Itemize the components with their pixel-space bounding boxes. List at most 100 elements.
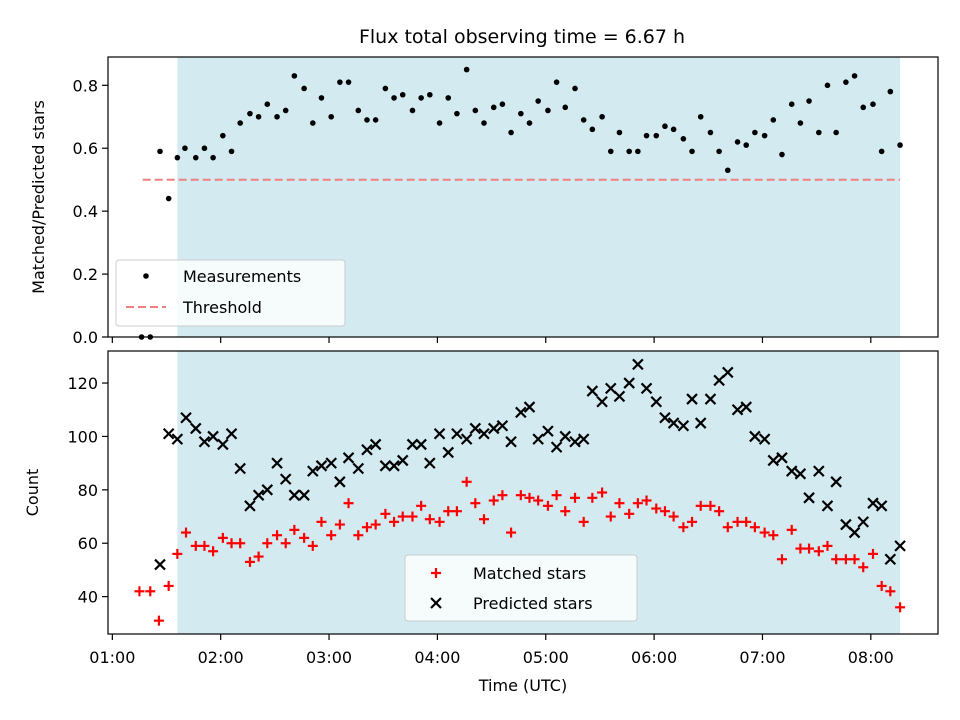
predicted-star-point xyxy=(840,518,852,531)
matched-star-point xyxy=(849,554,860,565)
measurement-point xyxy=(635,148,641,155)
measurement-point xyxy=(670,126,677,133)
predicted-star-point xyxy=(505,435,517,448)
predicted-star-point xyxy=(189,422,202,435)
legend-plus-glyph xyxy=(431,568,441,578)
matched-star-point xyxy=(407,511,418,522)
measurement-point xyxy=(220,132,226,139)
measurement-point xyxy=(210,154,216,161)
measurement-point xyxy=(816,129,822,136)
matched-star-point xyxy=(416,500,427,511)
measurement-point xyxy=(291,73,298,79)
measurement-point xyxy=(399,91,406,98)
measurement-point xyxy=(643,132,650,139)
measurement-point xyxy=(157,148,163,155)
matched-star-point xyxy=(668,511,679,522)
predicted-star-point xyxy=(252,489,265,501)
predicted-star-point xyxy=(154,558,166,571)
x-tick-label: 02:00 xyxy=(198,648,244,667)
x-axis-label: Time (UTC) xyxy=(478,676,567,695)
matched-star-point xyxy=(424,514,435,525)
predicted-star-point xyxy=(315,460,328,472)
predicted-star-point xyxy=(279,473,292,485)
predicted-star-point xyxy=(542,425,554,437)
measurement-point xyxy=(309,120,316,126)
matched-star-point xyxy=(380,508,391,519)
predicted-star-point xyxy=(307,465,319,477)
matched-star-point xyxy=(867,548,878,559)
measurement-point xyxy=(833,129,839,136)
measurement-point xyxy=(878,148,885,155)
measurement-point xyxy=(662,123,668,130)
predicted-star-point xyxy=(596,395,608,408)
matched-star-point xyxy=(190,540,201,551)
predicted-star-point xyxy=(451,427,463,440)
bottom-y-axis-label: Count xyxy=(23,469,42,517)
measurement-point xyxy=(572,85,578,92)
matched-star-point xyxy=(804,543,815,554)
measurement-point xyxy=(779,151,785,158)
top-y-axis-label: Matched/Predicted stars xyxy=(29,100,48,294)
matched-star-point xyxy=(307,540,318,551)
measurement-point xyxy=(870,101,876,107)
matched-star-point xyxy=(299,532,310,543)
matched-star-point xyxy=(587,492,598,503)
top-x-axis-ticks xyxy=(111,337,872,343)
predicted-star-point xyxy=(694,417,707,429)
matched-star-point xyxy=(226,538,237,549)
predicted-star-point xyxy=(713,374,725,387)
predicted-star-point xyxy=(406,438,419,451)
measurement-point xyxy=(228,148,235,155)
predicted-star-point xyxy=(875,500,888,512)
chart-title: Flux total observing time = 6.67 h xyxy=(359,26,685,48)
matched-star-point xyxy=(714,506,725,517)
matched-star-point xyxy=(768,530,779,541)
predicted-star-point xyxy=(424,457,436,469)
predicted-star-point xyxy=(369,438,382,451)
legend-measurements-marker xyxy=(143,273,149,279)
matched-star-point xyxy=(334,519,345,530)
predicted-star-point xyxy=(794,468,807,480)
predicted-star-point xyxy=(225,427,238,440)
predicted-star-point xyxy=(298,489,310,501)
matched-star-point xyxy=(524,492,535,503)
y-tick-label: 0.4 xyxy=(73,202,98,221)
bottom-legend: Matched stars Predicted stars xyxy=(404,554,638,622)
measurement-point xyxy=(490,104,497,111)
matched-star-point xyxy=(389,516,400,527)
x-tick-label: 04:00 xyxy=(414,648,460,667)
measurement-point xyxy=(165,195,172,202)
predicted-star-point xyxy=(433,427,446,440)
measurement-point xyxy=(806,98,812,104)
predicted-star-point xyxy=(884,553,897,566)
predicted-star-point xyxy=(623,377,635,389)
matched-star-point xyxy=(515,490,526,501)
predicted-star-point xyxy=(234,462,246,475)
matched-star-point xyxy=(632,498,643,509)
predicted-star-point xyxy=(686,393,698,405)
matched-star-point xyxy=(749,522,760,533)
predicted-star-point xyxy=(604,382,617,395)
predicted-star-point xyxy=(569,435,581,448)
measurement-point xyxy=(445,95,452,101)
measurement-point xyxy=(824,82,831,89)
matched-star-point xyxy=(822,540,833,551)
matched-star-point xyxy=(262,538,273,549)
matched-star-point xyxy=(451,506,462,517)
legend-x-glyph xyxy=(430,597,442,609)
measurement-point xyxy=(237,120,243,126)
bottom-y-axis-ticks: 40 60 80 100 120 xyxy=(67,374,108,607)
predicted-star-point xyxy=(749,430,761,443)
matched-star-point xyxy=(885,586,896,597)
matched-star-point xyxy=(578,516,589,527)
predicted-star-point xyxy=(632,358,644,371)
measurement-point xyxy=(680,135,687,142)
predicted-star-points xyxy=(154,358,906,571)
predicted-star-point xyxy=(894,540,906,552)
y-tick-label: 0.6 xyxy=(73,139,98,158)
predicted-star-point xyxy=(515,406,527,419)
measurement-point xyxy=(860,104,867,111)
x-tick-label: 08:00 xyxy=(848,648,894,667)
measurement-point xyxy=(418,95,424,101)
predicted-star-point xyxy=(261,484,274,496)
